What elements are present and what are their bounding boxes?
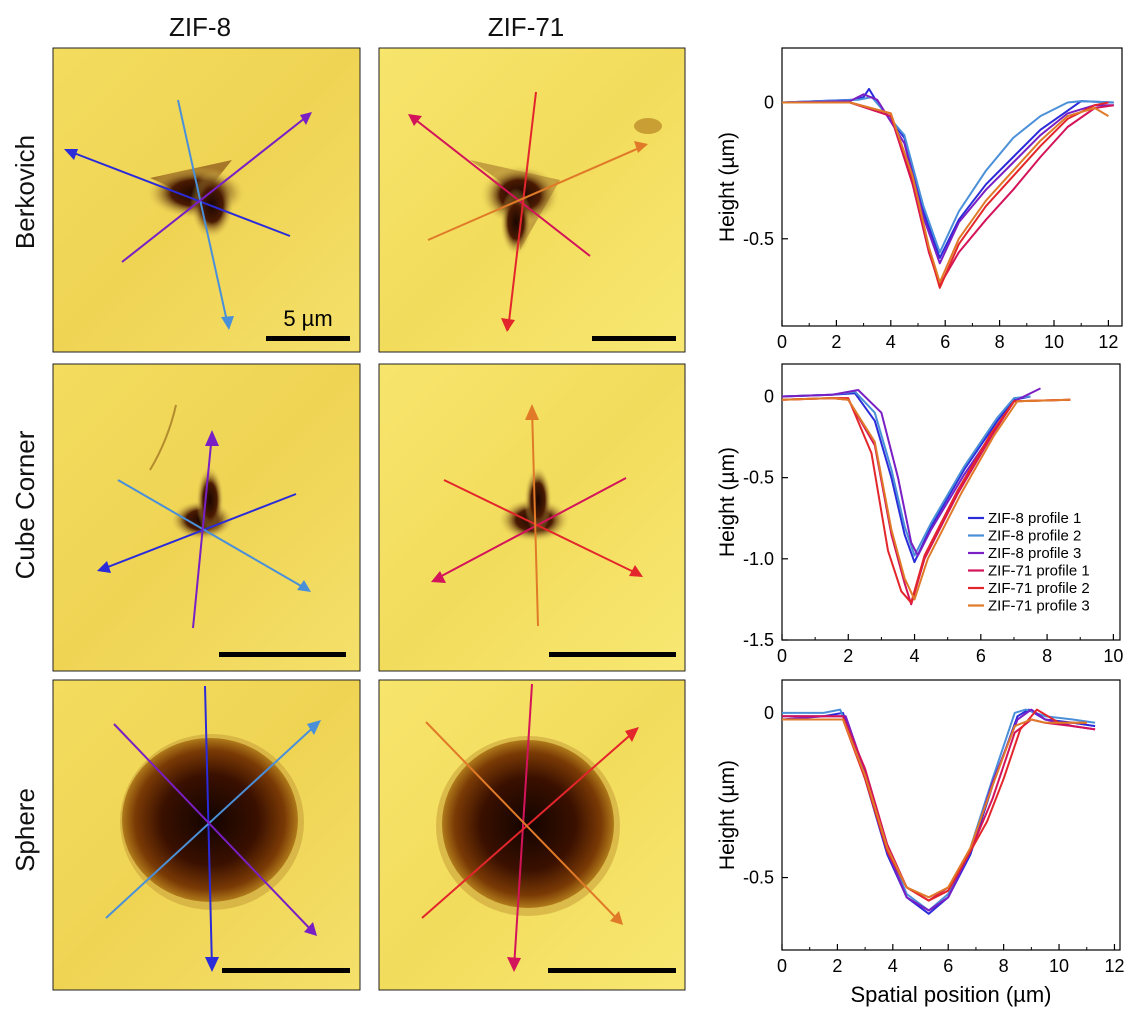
scale-bar-label: 5 µm [283, 306, 332, 331]
plot-frame [781, 363, 1121, 641]
series-line [781, 708, 1096, 912]
profile-arrow-2 [105, 722, 319, 919]
afm-image-cube-corner-zif8 [52, 363, 361, 672]
x-tick-label: 10 [1103, 646, 1123, 666]
plot-frame [781, 679, 1121, 951]
legend-label: ZIF-8 profile 3 [988, 545, 1081, 562]
x-tick-label: 0 [777, 956, 787, 976]
legend-label: ZIF-8 profile 2 [988, 528, 1081, 545]
x-tick-label: 6 [943, 956, 953, 976]
y-tick-label: -1.5 [743, 630, 774, 650]
profile-arrow-3 [192, 433, 213, 629]
afm-image-berkovich-zif71 [378, 47, 686, 353]
x-axis-label: Spatial position (µm) [851, 982, 1052, 1007]
scale-bar [222, 968, 350, 973]
y-tick-label: -0.5 [743, 468, 774, 488]
y-axis-label: Height (µm) [716, 760, 739, 870]
profile-arrow-1 [65, 149, 291, 237]
x-tick-label: 2 [831, 332, 841, 352]
profile-arrow-3 [531, 407, 539, 627]
series-line [782, 715, 1096, 902]
x-tick-label: 6 [940, 332, 950, 352]
height-profile-chart-cube-corner: 0 2 4 6 8 10 0 -0.5 -1.0 -1.5 Height (µm) [716, 363, 1123, 666]
legend-label: ZIF-71 profile 3 [988, 598, 1090, 615]
series-line [782, 101, 1114, 287]
profile-arrow-1 [204, 685, 213, 969]
plot-frame [781, 47, 1123, 327]
series-line [781, 397, 1071, 601]
x-tick-label: 4 [910, 646, 920, 666]
series-line [781, 87, 1114, 259]
series-line [782, 101, 1109, 284]
series-line [781, 397, 1071, 604]
series-line [782, 718, 1087, 899]
series-line [782, 708, 1096, 912]
row-label-berkovich: Berkovich [10, 135, 40, 249]
row-label-cube-corner: Cube Corner [10, 430, 40, 579]
profile-arrow-1 [513, 683, 533, 969]
profile-arrow-1 [433, 477, 627, 581]
profile-arrow-3 [427, 144, 647, 241]
series-line [782, 708, 1096, 915]
profile-arrow-1 [411, 116, 591, 257]
series-line [782, 708, 1087, 902]
series-line [781, 93, 1114, 265]
profile-arrow-2 [421, 729, 637, 919]
y-tick-label: -0.5 [743, 229, 774, 249]
y-tick-label: 0 [764, 386, 774, 406]
series-line [781, 392, 1031, 564]
profile-arrow-2 [507, 91, 537, 331]
x-tick-label: 8 [999, 956, 1009, 976]
profile-arrow-2 [117, 479, 309, 591]
scale-bar [219, 652, 346, 657]
x-tick-label: 0 [777, 332, 787, 352]
afm-image-sphere-zif71 [378, 679, 686, 991]
row-label-sphere: Sphere [10, 788, 40, 872]
legend-label: ZIF-71 profile 1 [988, 563, 1090, 580]
x-tick-label: 10 [1049, 956, 1069, 976]
x-tick-label: 4 [888, 956, 898, 976]
x-tick-label: 10 [1044, 332, 1064, 352]
y-tick-label: -1.0 [743, 549, 774, 569]
legend-label: ZIF-71 profile 2 [988, 580, 1090, 597]
x-tick-label: 2 [832, 956, 842, 976]
x-tick-label: 0 [777, 646, 787, 666]
profile-arrow-3 [113, 723, 315, 934]
profile-arrow-2 [443, 479, 641, 576]
column-header-zif8: ZIF-8 [169, 12, 231, 42]
y-tick-label: 0 [764, 93, 774, 113]
profile-arrow-3 [121, 113, 311, 263]
series-line [782, 101, 1109, 289]
afm-image-sphere-zif8 [52, 679, 361, 991]
x-tick-label: 8 [995, 332, 1005, 352]
afm-image-cube-corner-zif71 [378, 363, 686, 672]
scale-bar [266, 336, 350, 341]
y-axis-label: Height (µm) [716, 132, 739, 242]
profile-arrow-1 [99, 493, 297, 571]
y-axis-label: Height (µm) [716, 447, 739, 557]
y-tick-label: 0 [764, 703, 774, 723]
legend-label: ZIF-8 profile 1 [988, 510, 1081, 527]
x-tick-label: 12 [1104, 956, 1124, 976]
column-header-zif71: ZIF-71 [488, 12, 565, 42]
scale-bar [549, 652, 676, 657]
x-tick-label: 4 [886, 332, 896, 352]
afm-image-berkovich-zif8: 5 µm [52, 47, 361, 353]
profile-arrow-2 [177, 99, 229, 327]
x-tick-label: 12 [1098, 332, 1118, 352]
profile-arrow-3 [425, 721, 621, 923]
x-tick-label: 8 [1042, 646, 1052, 666]
scale-bar [548, 968, 676, 973]
x-tick-label: 6 [976, 646, 986, 666]
scale-bar [592, 336, 676, 341]
y-tick-label: -0.5 [743, 868, 774, 888]
x-tick-label: 2 [843, 646, 853, 666]
